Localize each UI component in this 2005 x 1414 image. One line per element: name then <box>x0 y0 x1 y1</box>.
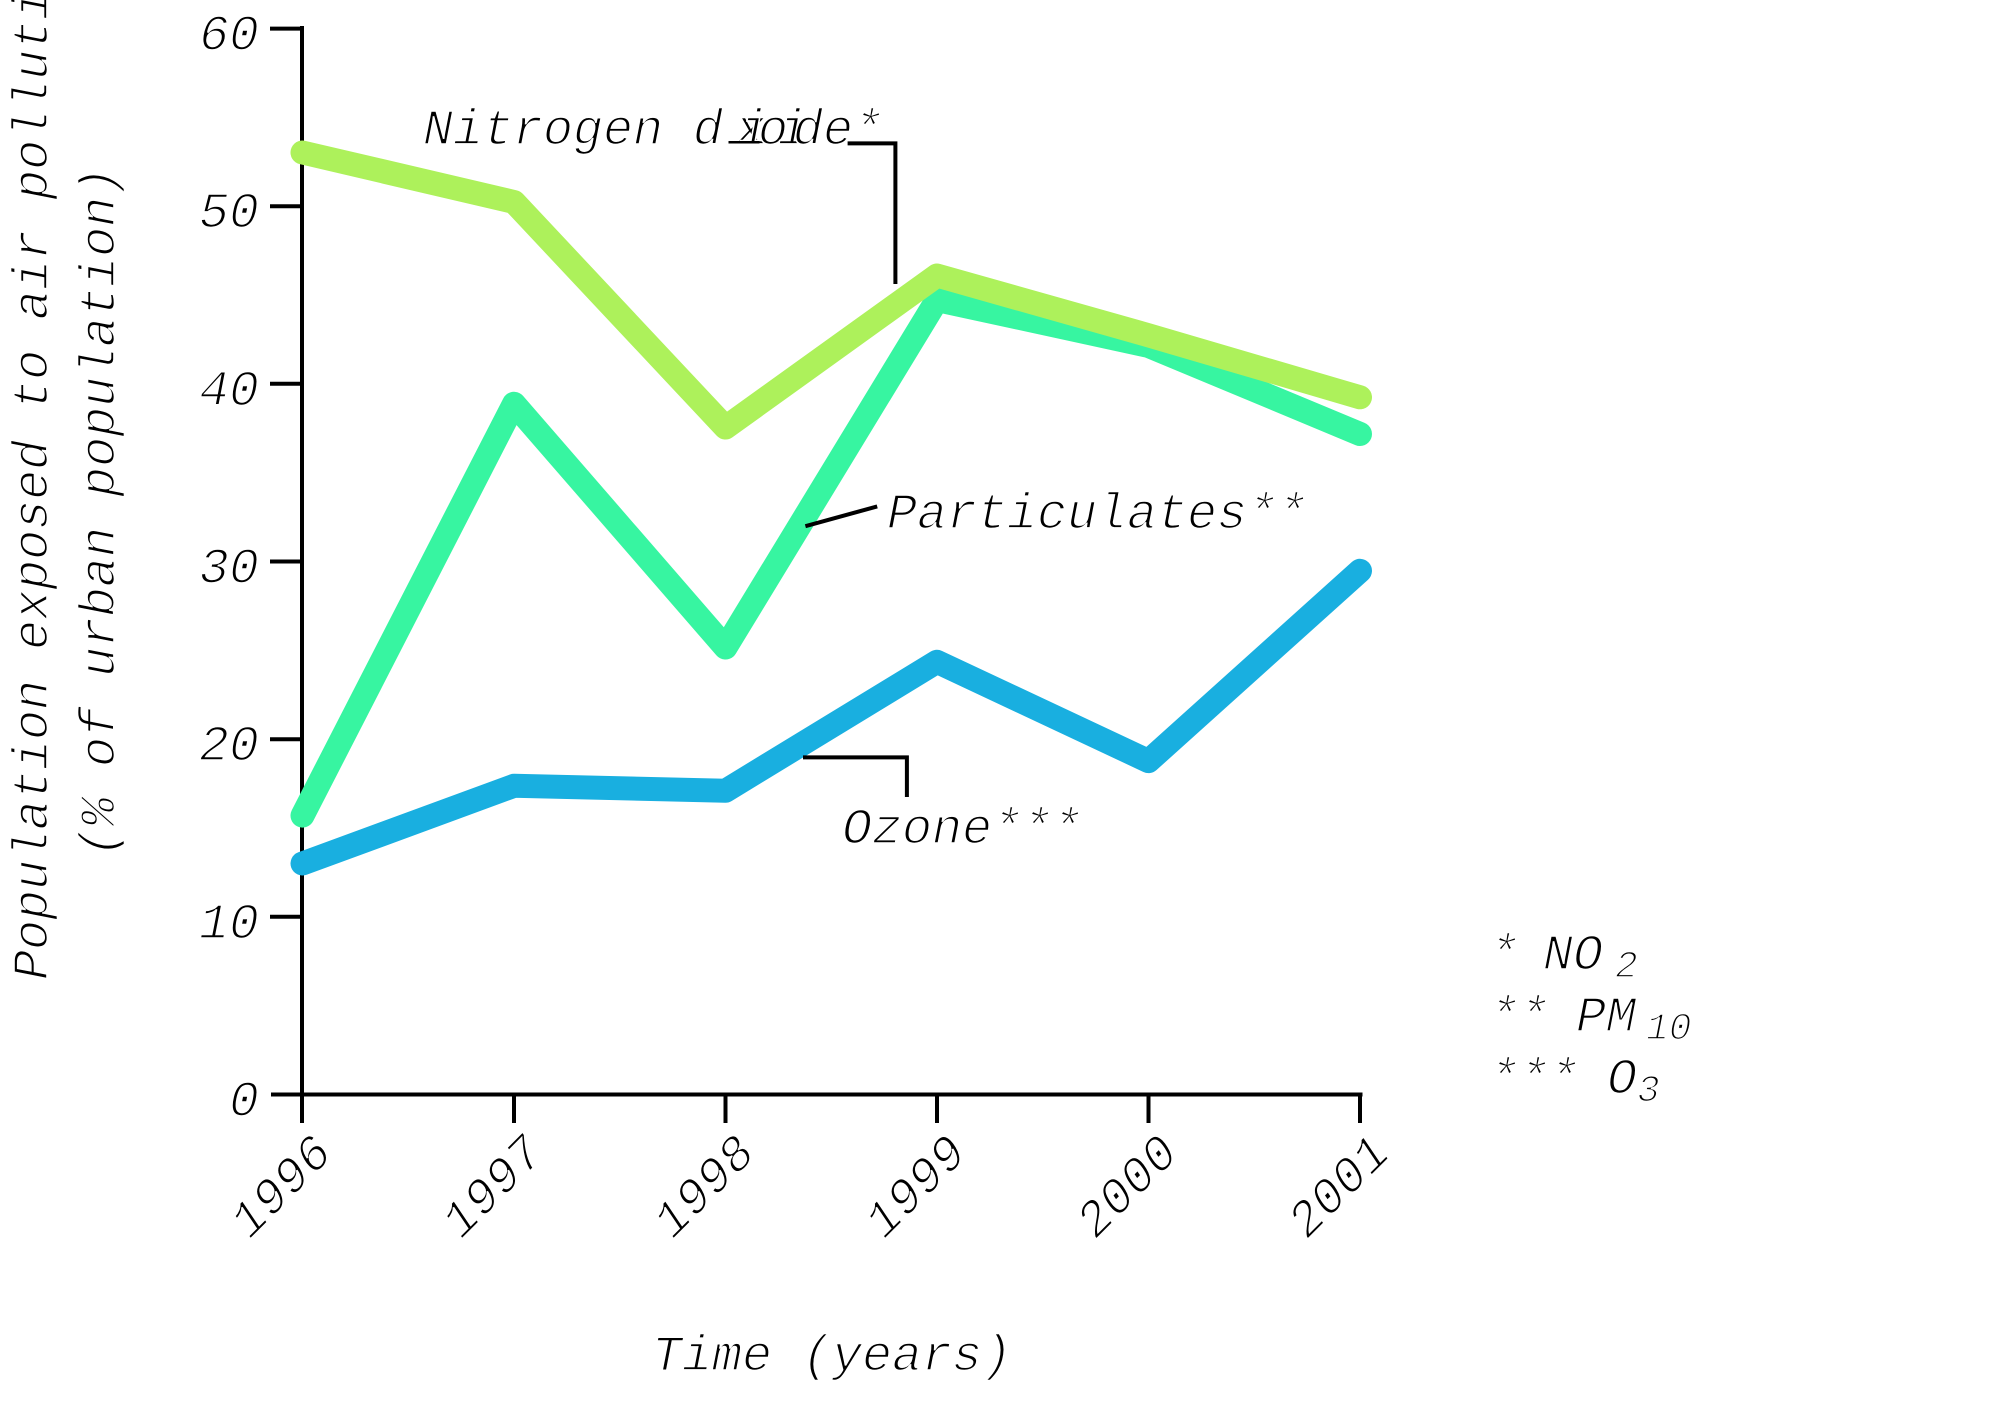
svg-text:10: 10 <box>1646 1008 1692 1051</box>
svg-text:(% of urban population): (% of urban population) <box>73 167 130 857</box>
svg-text:Population exposed to air poll: Population exposed to air pollution <box>6 0 63 980</box>
svg-text:Ozone***: Ozone*** <box>842 802 1082 859</box>
svg-text:1998: 1998 <box>644 1126 769 1251</box>
svg-text:1996: 1996 <box>221 1126 346 1251</box>
svg-text:O: O <box>1607 1052 1637 1109</box>
svg-text:2000: 2000 <box>1067 1126 1192 1251</box>
svg-text:3: 3 <box>1637 1070 1660 1113</box>
svg-text:50: 50 <box>199 186 259 243</box>
svg-text:d: d <box>793 103 823 160</box>
svg-text:o: o <box>758 103 788 160</box>
svg-text:NO: NO <box>1543 928 1603 985</box>
svg-text:Nitrogen d: Nitrogen d <box>423 103 723 160</box>
svg-text:***: *** <box>1489 1052 1579 1109</box>
svg-text:i: i <box>778 103 808 160</box>
svg-text:2: 2 <box>1615 946 1638 989</box>
svg-text:**: ** <box>1489 990 1549 1047</box>
svg-text:PM: PM <box>1576 990 1637 1047</box>
svg-text:40: 40 <box>199 364 259 421</box>
svg-text:e: e <box>823 103 853 160</box>
svg-text:x: x <box>735 103 766 160</box>
svg-text:20: 20 <box>199 719 259 776</box>
svg-text:*: * <box>853 103 883 160</box>
svg-text:Time (years): Time (years) <box>652 1329 1012 1386</box>
svg-text:0: 0 <box>229 1075 259 1132</box>
svg-text:*: * <box>1489 928 1519 985</box>
svg-text:2001: 2001 <box>1278 1126 1403 1251</box>
svg-text:i: i <box>739 103 769 160</box>
svg-text:Particulates**: Particulates** <box>887 487 1307 544</box>
svg-text:60: 60 <box>199 9 259 66</box>
svg-text:30: 30 <box>199 542 259 599</box>
svg-text:10: 10 <box>199 897 259 954</box>
svg-text:1997: 1997 <box>432 1126 557 1251</box>
svg-text:1999: 1999 <box>855 1126 980 1251</box>
